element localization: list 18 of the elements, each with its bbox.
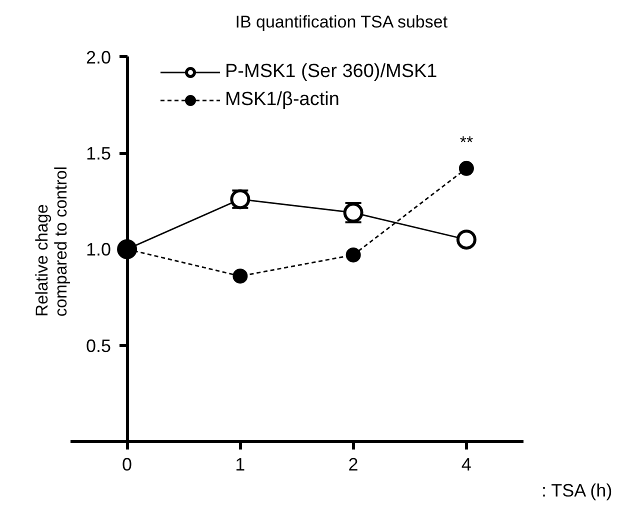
x-tick-label: 2 [348, 454, 358, 474]
point [346, 247, 361, 262]
y-tick-label: 2.0 [86, 47, 112, 68]
x-tick-label: 1 [235, 454, 246, 474]
x-tick-label: 0 [122, 454, 132, 474]
point [458, 160, 474, 176]
y-tick-label: 1.5 [86, 144, 112, 164]
point [232, 268, 248, 284]
legend-label: P-MSK1 (Ser 360)/MSK1 [225, 61, 438, 83]
point [456, 230, 476, 250]
x-axis-title: : TSA (h) [541, 480, 612, 500]
y-tick-label: 0.5 [86, 336, 112, 356]
legend-label: MSK1/β-actin [225, 89, 340, 111]
annotation: ** [460, 132, 474, 152]
chart-title: IB quantification TSA subset [235, 12, 448, 32]
y-tick-label: 1.0 [86, 240, 112, 260]
y-axis-title: Relative chage compared to control [32, 166, 70, 317]
x-tick-label: 4 [461, 454, 472, 474]
